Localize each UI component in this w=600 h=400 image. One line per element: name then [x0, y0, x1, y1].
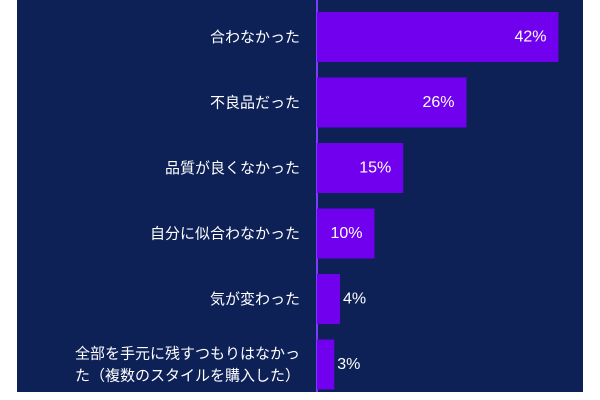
category-label: 不良品だった [210, 94, 300, 112]
value-label: 3% [337, 356, 360, 373]
category-label: 合わなかった [210, 28, 300, 46]
value-label: 4% [343, 291, 366, 308]
bars-layer [317, 12, 559, 390]
bar [317, 143, 404, 193]
category-label: 気が変わった [210, 290, 300, 308]
bar [317, 12, 559, 62]
bar [317, 339, 335, 390]
bar [317, 274, 340, 324]
value-labels-layer: 42% 26% 15% 10% 4% 3% [330, 29, 546, 374]
bar [317, 208, 375, 259]
chart-background [17, 0, 583, 392]
chart-panel: 合わなかった 不良品だった品質が良くなかった自分に似合わなかった気が変わった全部を… [17, 0, 583, 392]
value-label: 15% [359, 160, 391, 177]
value-label: 10% [330, 225, 362, 242]
bar-chart: 合わなかった不良品だった品質が良くなかった自分に似合わなかった気が変わった全部を… [17, 0, 583, 392]
category-label: 全部を手元に残すつもりはなかっ [75, 345, 300, 363]
category-label: 自分に似合わなかった [150, 225, 300, 243]
bar [317, 77, 467, 128]
category-label: 品質が良くなかった [165, 159, 300, 177]
value-label: 26% [422, 94, 454, 111]
category-labels-layer: 合わなかった不良品だった品質が良くなかった自分に似合わなかった気が変わった全部を… [75, 28, 300, 385]
category-label: た（複数のスタイルを購入した） [75, 367, 300, 385]
value-label: 42% [514, 29, 546, 46]
